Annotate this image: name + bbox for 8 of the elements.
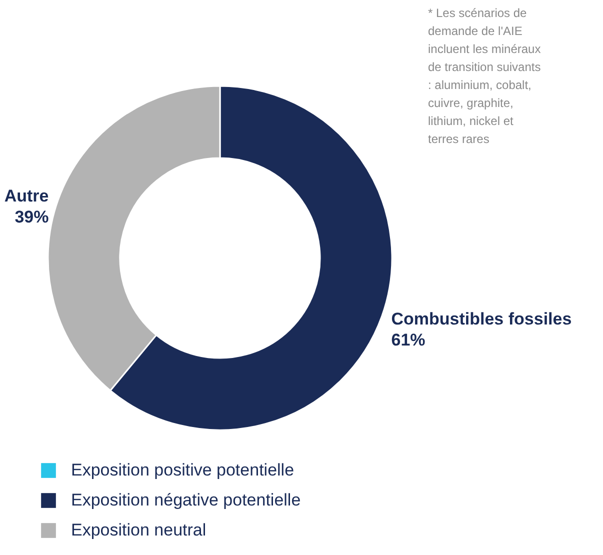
data-label: 39%: [14, 207, 49, 226]
data-label: 61%: [391, 330, 426, 350]
text: Autre: [4, 186, 49, 206]
legend-label: Exposition neutral: [71, 520, 206, 540]
legend-label: Exposition positive potentielle: [71, 460, 294, 480]
text: Combustibles fossiles: [391, 310, 572, 329]
text: * Les scénarios de demande de l'AIE incluent les minéraux de transition suivants : aluminium, cobalt, cuivre, graphite, lithium, nickel et terres rares: [428, 6, 541, 146]
legend-label: Exposition négative potentielle: [71, 490, 301, 510]
